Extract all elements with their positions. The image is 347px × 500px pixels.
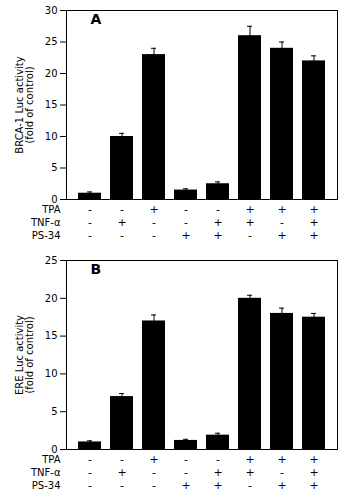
svg-text:-: - (184, 453, 188, 466)
svg-text:TPA: TPA (41, 454, 60, 465)
svg-text:+: + (213, 229, 222, 242)
svg-text:-: - (248, 229, 252, 242)
svg-text:-: - (120, 203, 124, 216)
svg-text:+: + (245, 466, 254, 479)
svg-text:-: - (216, 203, 220, 216)
svg-text:20: 20 (45, 68, 58, 79)
svg-text:+: + (277, 229, 286, 242)
svg-text:-: - (88, 479, 92, 492)
svg-text:-: - (280, 466, 284, 479)
svg-text:+: + (309, 216, 318, 229)
svg-text:+: + (309, 453, 318, 466)
svg-text:-: - (184, 216, 188, 229)
svg-text:TNF-α: TNF-α (30, 467, 61, 478)
svg-text:+: + (245, 203, 254, 216)
svg-text:-: - (120, 229, 124, 242)
svg-text:-: - (152, 229, 156, 242)
svg-text:+: + (213, 479, 222, 492)
svg-text:+: + (181, 479, 190, 492)
svg-text:-: - (248, 479, 252, 492)
svg-text:-: - (280, 216, 284, 229)
svg-text:+: + (309, 466, 318, 479)
svg-text:+: + (181, 229, 190, 242)
svg-text:TNF-α: TNF-α (30, 217, 61, 228)
svg-text:-: - (152, 466, 156, 479)
svg-text:10: 10 (45, 131, 58, 142)
svg-text:+: + (213, 466, 222, 479)
svg-text:-: - (152, 216, 156, 229)
svg-text:+: + (277, 479, 286, 492)
svg-text:30: 30 (45, 5, 58, 16)
svg-text:+: + (309, 479, 318, 492)
svg-text:-: - (184, 203, 188, 216)
svg-text:5: 5 (51, 406, 57, 417)
svg-text:-: - (184, 466, 188, 479)
svg-text:+: + (149, 203, 158, 216)
svg-text:0: 0 (51, 443, 58, 455)
svg-text:+: + (117, 216, 126, 229)
svg-text:25: 25 (45, 255, 58, 266)
svg-text:PS-34: PS-34 (32, 230, 61, 241)
svg-text:15: 15 (45, 330, 58, 341)
svg-text:+: + (277, 453, 286, 466)
svg-text:-: - (88, 453, 92, 466)
svg-text:-: - (88, 466, 92, 479)
svg-text:ERE Luc activity(fold of contr: ERE Luc activity(fold of control) (14, 315, 35, 395)
svg-text:15: 15 (45, 99, 58, 110)
svg-text:+: + (245, 453, 254, 466)
svg-text:+: + (117, 466, 126, 479)
svg-text:5: 5 (51, 162, 57, 173)
svg-text:+: + (149, 453, 158, 466)
svg-text:PS-34: PS-34 (32, 480, 61, 491)
svg-text:20: 20 (45, 293, 58, 304)
svg-text:-: - (216, 453, 220, 466)
svg-text:+: + (245, 216, 254, 229)
svg-text:-: - (120, 479, 124, 492)
svg-text:BRCA-1 Luc activity(fold of co: BRCA-1 Luc activity(fold of control) (14, 56, 35, 153)
svg-text:+: + (277, 203, 286, 216)
svg-text:-: - (88, 229, 92, 242)
svg-text:A: A (91, 11, 102, 27)
svg-text:-: - (88, 203, 92, 216)
svg-text:10: 10 (45, 368, 58, 379)
svg-text:TPA: TPA (41, 204, 60, 215)
svg-text:+: + (309, 229, 318, 242)
svg-text:+: + (309, 203, 318, 216)
svg-text:-: - (152, 479, 156, 492)
svg-text:B: B (91, 261, 102, 277)
svg-text:25: 25 (45, 36, 58, 47)
svg-text:-: - (88, 216, 92, 229)
svg-text:0: 0 (51, 193, 58, 205)
svg-text:+: + (213, 216, 222, 229)
svg-text:-: - (120, 453, 124, 466)
